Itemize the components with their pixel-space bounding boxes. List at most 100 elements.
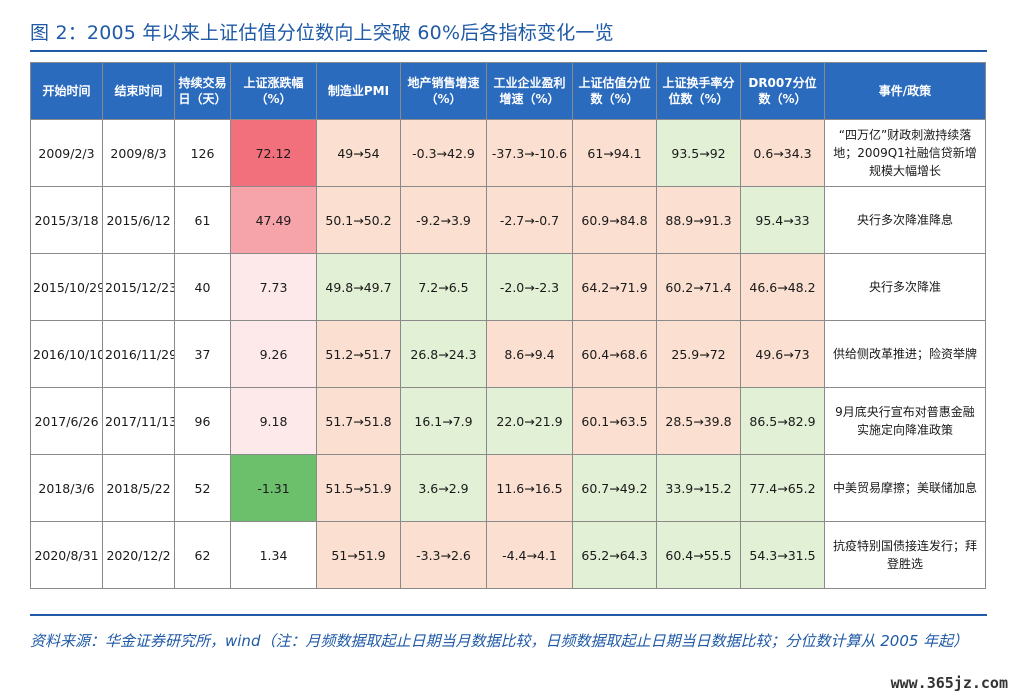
cell-change: 9.26 bbox=[230, 320, 317, 388]
table-row: 2020/8/31 2020/12/2 62 1.34 51→51.9 -3.3… bbox=[30, 521, 986, 589]
cell-profit: 11.6→16.5 bbox=[486, 454, 573, 522]
header-pmi: 制造业PMI bbox=[316, 62, 401, 120]
cell-end: 2017/11/13 bbox=[102, 387, 175, 455]
cell-dr007: 77.4→65.2 bbox=[740, 454, 825, 522]
cell-change: 72.12 bbox=[230, 119, 317, 187]
cell-pmi: 51→51.9 bbox=[316, 521, 401, 589]
cell-end: 2015/6/12 bbox=[102, 186, 175, 254]
title-divider bbox=[30, 50, 987, 52]
cell-start: 2015/10/29 bbox=[30, 253, 103, 321]
cell-end: 2018/5/22 bbox=[102, 454, 175, 522]
cell-dr007: 86.5→82.9 bbox=[740, 387, 825, 455]
table-header-row: 开始时间 结束时间 持续交易日（天） 上证涨跌幅（%） 制造业PMI 地产销售增… bbox=[30, 62, 986, 120]
cell-end: 2009/8/3 bbox=[102, 119, 175, 187]
cell-realestate: -9.2→3.9 bbox=[400, 186, 487, 254]
cell-profit: -2.7→-0.7 bbox=[486, 186, 573, 254]
header-industrial-profit: 工业企业盈利增速（%） bbox=[486, 62, 573, 120]
cell-valuation: 65.2→64.3 bbox=[572, 521, 657, 589]
cell-profit: 22.0→21.9 bbox=[486, 387, 573, 455]
cell-profit: -2.0→-2.3 bbox=[486, 253, 573, 321]
header-realestate-sales: 地产销售增速（%） bbox=[400, 62, 487, 120]
cell-turnover: 25.9→72 bbox=[656, 320, 741, 388]
table-row: 2015/3/18 2015/6/12 61 47.49 50.1→50.2 -… bbox=[30, 186, 986, 254]
cell-dr007: 54.3→31.5 bbox=[740, 521, 825, 589]
header-dr007-percentile: DR007分位数（%） bbox=[740, 62, 825, 120]
header-event-policy: 事件/政策 bbox=[824, 62, 986, 120]
cell-realestate: 7.2→6.5 bbox=[400, 253, 487, 321]
header-start-date: 开始时间 bbox=[30, 62, 103, 120]
cell-change: -1.31 bbox=[230, 454, 317, 522]
cell-change: 47.49 bbox=[230, 186, 317, 254]
cell-event: 央行多次降准 bbox=[824, 253, 986, 321]
cell-change: 9.18 bbox=[230, 387, 317, 455]
source-note: 资料来源：华金证券研究所，wind（注：月频数据取起止日期当月数据比较，日频数据… bbox=[30, 632, 969, 650]
cell-event: 央行多次降准降息 bbox=[824, 186, 986, 254]
cell-dr007: 0.6→34.3 bbox=[740, 119, 825, 187]
cell-change: 1.34 bbox=[230, 521, 317, 589]
cell-turnover: 33.9→15.2 bbox=[656, 454, 741, 522]
cell-realestate: -0.3→42.9 bbox=[400, 119, 487, 187]
cell-dr007: 46.6→48.2 bbox=[740, 253, 825, 321]
cell-valuation: 60.7→49.2 bbox=[572, 454, 657, 522]
cell-turnover: 60.2→71.4 bbox=[656, 253, 741, 321]
cell-event: “四万亿”财政刺激持续落地；2009Q1社融信贷新增规模大幅增长 bbox=[824, 119, 986, 187]
cell-start: 2016/10/10 bbox=[30, 320, 103, 388]
header-valuation-percentile: 上证估值分位数（%） bbox=[572, 62, 657, 120]
cell-pmi: 49→54 bbox=[316, 119, 401, 187]
header-trading-days: 持续交易日（天） bbox=[174, 62, 231, 120]
cell-realestate: 26.8→24.3 bbox=[400, 320, 487, 388]
cell-days: 40 bbox=[174, 253, 231, 321]
cell-pmi: 51.5→51.9 bbox=[316, 454, 401, 522]
cell-dr007: 95.4→33 bbox=[740, 186, 825, 254]
cell-start: 2009/2/3 bbox=[30, 119, 103, 187]
cell-profit: -4.4→4.1 bbox=[486, 521, 573, 589]
cell-realestate: 3.6→2.9 bbox=[400, 454, 487, 522]
table-row: 2017/6/26 2017/11/13 96 9.18 51.7→51.8 1… bbox=[30, 387, 986, 455]
table-row: 2015/10/29 2015/12/23 40 7.73 49.8→49.7 … bbox=[30, 253, 986, 321]
cell-dr007: 49.6→73 bbox=[740, 320, 825, 388]
cell-valuation: 60.9→84.8 bbox=[572, 186, 657, 254]
table-row: 2016/10/10 2016/11/29 37 9.26 51.2→51.7 … bbox=[30, 320, 986, 388]
cell-pmi: 51.2→51.7 bbox=[316, 320, 401, 388]
cell-valuation: 61→94.1 bbox=[572, 119, 657, 187]
cell-event: 9月底央行宣布对普惠金融实施定向降准政策 bbox=[824, 387, 986, 455]
cell-event: 供给侧改革推进；险资举牌 bbox=[824, 320, 986, 388]
cell-profit: -37.3→-10.6 bbox=[486, 119, 573, 187]
cell-profit: 8.6→9.4 bbox=[486, 320, 573, 388]
cell-turnover: 28.5→39.8 bbox=[656, 387, 741, 455]
cell-days: 96 bbox=[174, 387, 231, 455]
cell-pmi: 49.8→49.7 bbox=[316, 253, 401, 321]
cell-turnover: 88.9→91.3 bbox=[656, 186, 741, 254]
table-row: 2018/3/6 2018/5/22 52 -1.31 51.5→51.9 3.… bbox=[30, 454, 986, 522]
cell-start: 2018/3/6 bbox=[30, 454, 103, 522]
cell-days: 126 bbox=[174, 119, 231, 187]
header-end-date: 结束时间 bbox=[102, 62, 175, 120]
cell-realestate: -3.3→2.6 bbox=[400, 521, 487, 589]
indicator-table: 开始时间 结束时间 持续交易日（天） 上证涨跌幅（%） 制造业PMI 地产销售增… bbox=[30, 62, 986, 589]
cell-start: 2015/3/18 bbox=[30, 186, 103, 254]
cell-days: 61 bbox=[174, 186, 231, 254]
cell-valuation: 60.4→68.6 bbox=[572, 320, 657, 388]
cell-pmi: 50.1→50.2 bbox=[316, 186, 401, 254]
header-turnover-percentile: 上证换手率分位数（%） bbox=[656, 62, 741, 120]
cell-valuation: 60.1→63.5 bbox=[572, 387, 657, 455]
cell-days: 52 bbox=[174, 454, 231, 522]
cell-days: 37 bbox=[174, 320, 231, 388]
cell-pmi: 51.7→51.8 bbox=[316, 387, 401, 455]
cell-end: 2020/12/2 bbox=[102, 521, 175, 589]
source-divider bbox=[30, 614, 987, 616]
cell-days: 62 bbox=[174, 521, 231, 589]
cell-change: 7.73 bbox=[230, 253, 317, 321]
cell-event: 抗疫特别国债接连发行；拜登胜选 bbox=[824, 521, 986, 589]
cell-end: 2016/11/29 bbox=[102, 320, 175, 388]
cell-start: 2020/8/31 bbox=[30, 521, 103, 589]
cell-event: 中美贸易摩擦；美联储加息 bbox=[824, 454, 986, 522]
cell-valuation: 64.2→71.9 bbox=[572, 253, 657, 321]
cell-end: 2015/12/23 bbox=[102, 253, 175, 321]
cell-turnover: 93.5→92 bbox=[656, 119, 741, 187]
watermark-text: www.365jz.com bbox=[890, 674, 1008, 692]
cell-turnover: 60.4→55.5 bbox=[656, 521, 741, 589]
cell-start: 2017/6/26 bbox=[30, 387, 103, 455]
figure-title: 图 2：2005 年以来上证估值分位数向上突破 60%后各指标变化一览 bbox=[30, 22, 614, 44]
table-row: 2009/2/3 2009/8/3 126 72.12 49→54 -0.3→4… bbox=[30, 119, 986, 187]
